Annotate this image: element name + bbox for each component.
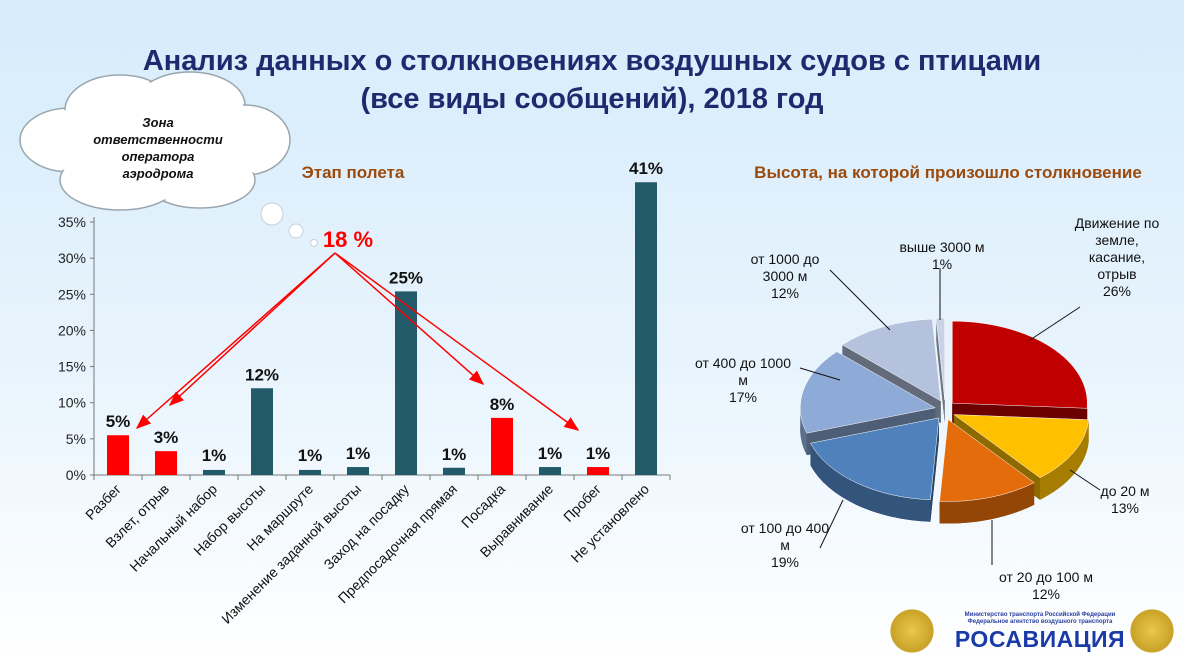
bar-data-label: 41% (629, 159, 663, 178)
pie-label: земле, (1095, 232, 1139, 248)
pie-label: 26% (1103, 283, 1131, 299)
bar (395, 291, 417, 475)
callout-total: 18 % (323, 227, 373, 252)
pie-label: от 400 до 1000 (695, 355, 791, 371)
bar-data-label: 1% (202, 446, 227, 465)
bar (299, 469, 321, 475)
bar-chart-title: Этап полета (302, 163, 405, 182)
bar-data-label: 1% (586, 444, 611, 463)
pie-label: 13% (1111, 500, 1139, 516)
y-tick-label: 0% (66, 467, 86, 483)
pie-label: 17% (729, 389, 757, 405)
pie-label: 12% (771, 285, 799, 301)
bar-data-label: 8% (490, 395, 515, 414)
bar-data-label: 1% (346, 444, 371, 463)
bar (635, 182, 657, 475)
bar (587, 467, 609, 475)
pie-slice-wall (1039, 419, 1089, 500)
bar (491, 417, 513, 475)
callout-arrows (135, 252, 580, 431)
pie-chart-title: Высота, на которой произошло столкновени… (754, 163, 1142, 182)
bar-data-label: 1% (442, 445, 467, 464)
pie-label: Движение по (1075, 215, 1160, 231)
pie-slice-side (936, 318, 945, 423)
pie-label: касание, (1089, 249, 1145, 265)
thought-cloud (19, 71, 318, 247)
pie-leader-line (1069, 469, 1101, 491)
pie-slice-wall (810, 443, 931, 522)
bar (203, 469, 225, 475)
cloud-line-3: оператора (122, 149, 195, 164)
x-tick-label: Посадка (458, 481, 508, 531)
pie-slice (952, 320, 1088, 409)
rosaviatsia-emblem (887, 606, 937, 656)
pie-slice (939, 419, 1035, 502)
bar-data-label: 1% (538, 444, 563, 463)
russia-coat-of-arms (1127, 606, 1177, 656)
y-tick-label: 15% (58, 359, 86, 375)
bar (155, 451, 177, 475)
cloud-line-2: ответственности (93, 132, 223, 147)
arrow-to-posadka (334, 252, 485, 385)
pie-label: от 20 до 100 м (999, 569, 1093, 585)
bar (251, 388, 273, 475)
y-tick-label: 30% (58, 250, 86, 266)
bar (539, 467, 561, 475)
title-line-1: Анализ данных о столкновениях воздушных … (142, 45, 1042, 77)
pie-label: 1% (932, 256, 952, 272)
pie-label: от 1000 до (751, 251, 820, 267)
bar (443, 467, 465, 475)
arrow-to-probeg (334, 252, 580, 431)
pie-leader-line (819, 499, 844, 549)
pie-slice (810, 417, 940, 500)
x-tick-label: Разбег (82, 481, 124, 523)
logo-name: РОСАВИАЦИЯ (954, 626, 1126, 652)
logo-line-1: Министерство транспорта Российской Федер… (964, 612, 1116, 618)
y-tick-label: 10% (58, 395, 86, 411)
pie-leader-line (829, 269, 891, 331)
slide-title: Анализ данных о столкновениях воздушных … (0, 42, 1184, 118)
cloud-line-4: аэродрома (123, 166, 194, 181)
pie-slice-wall (939, 482, 1035, 524)
pie-slice (841, 318, 942, 402)
logo-line-2: Федеральное агентство воздушного транспо… (967, 619, 1113, 625)
y-tick-label: 20% (58, 322, 86, 338)
pie-label: 12% (1032, 586, 1060, 602)
bar-data-label: 1% (298, 446, 323, 465)
pie-label: м (780, 537, 790, 553)
pie-label: выше 3000 м (899, 239, 984, 255)
arrow-to-razbeg (135, 252, 336, 429)
pie-label: 19% (771, 554, 799, 570)
x-tick-label: Заход на посадку (320, 481, 412, 573)
bar-data-label: 3% (154, 428, 179, 447)
arrow-to-vzlet (168, 252, 336, 407)
title-line-2: (все виды сообщений), 2018 год (360, 83, 824, 115)
pie-label: от 100 до 400 (741, 520, 829, 536)
pie-slice (800, 351, 936, 434)
pie-leader-line (799, 367, 841, 381)
bar (107, 435, 129, 475)
x-tick-label: Начальный набор (126, 481, 220, 575)
pie-label: м (738, 372, 748, 388)
bar-data-label: 25% (389, 268, 423, 287)
rosaviatsia-logo: Министерство транспорта Российской Федер… (950, 612, 1130, 652)
pie-leader-line (1029, 306, 1081, 341)
pie-slice (953, 414, 1089, 479)
pie-label: 3000 м (763, 268, 808, 284)
pie-slice-wall (800, 407, 807, 456)
y-tick-label: 35% (58, 214, 86, 230)
x-tick-label: Пробег (560, 481, 604, 525)
pie-label: до 20 м (1101, 483, 1150, 499)
bar-data-label: 5% (106, 412, 131, 431)
cloud-line-1: Зона (142, 115, 173, 130)
y-tick-label: 25% (58, 286, 86, 302)
bar (347, 467, 369, 475)
bar-data-label: 12% (245, 365, 279, 384)
pie-slice-side (930, 417, 939, 522)
pie-label: отрыв (1097, 266, 1136, 282)
y-tick-label: 5% (66, 431, 86, 447)
